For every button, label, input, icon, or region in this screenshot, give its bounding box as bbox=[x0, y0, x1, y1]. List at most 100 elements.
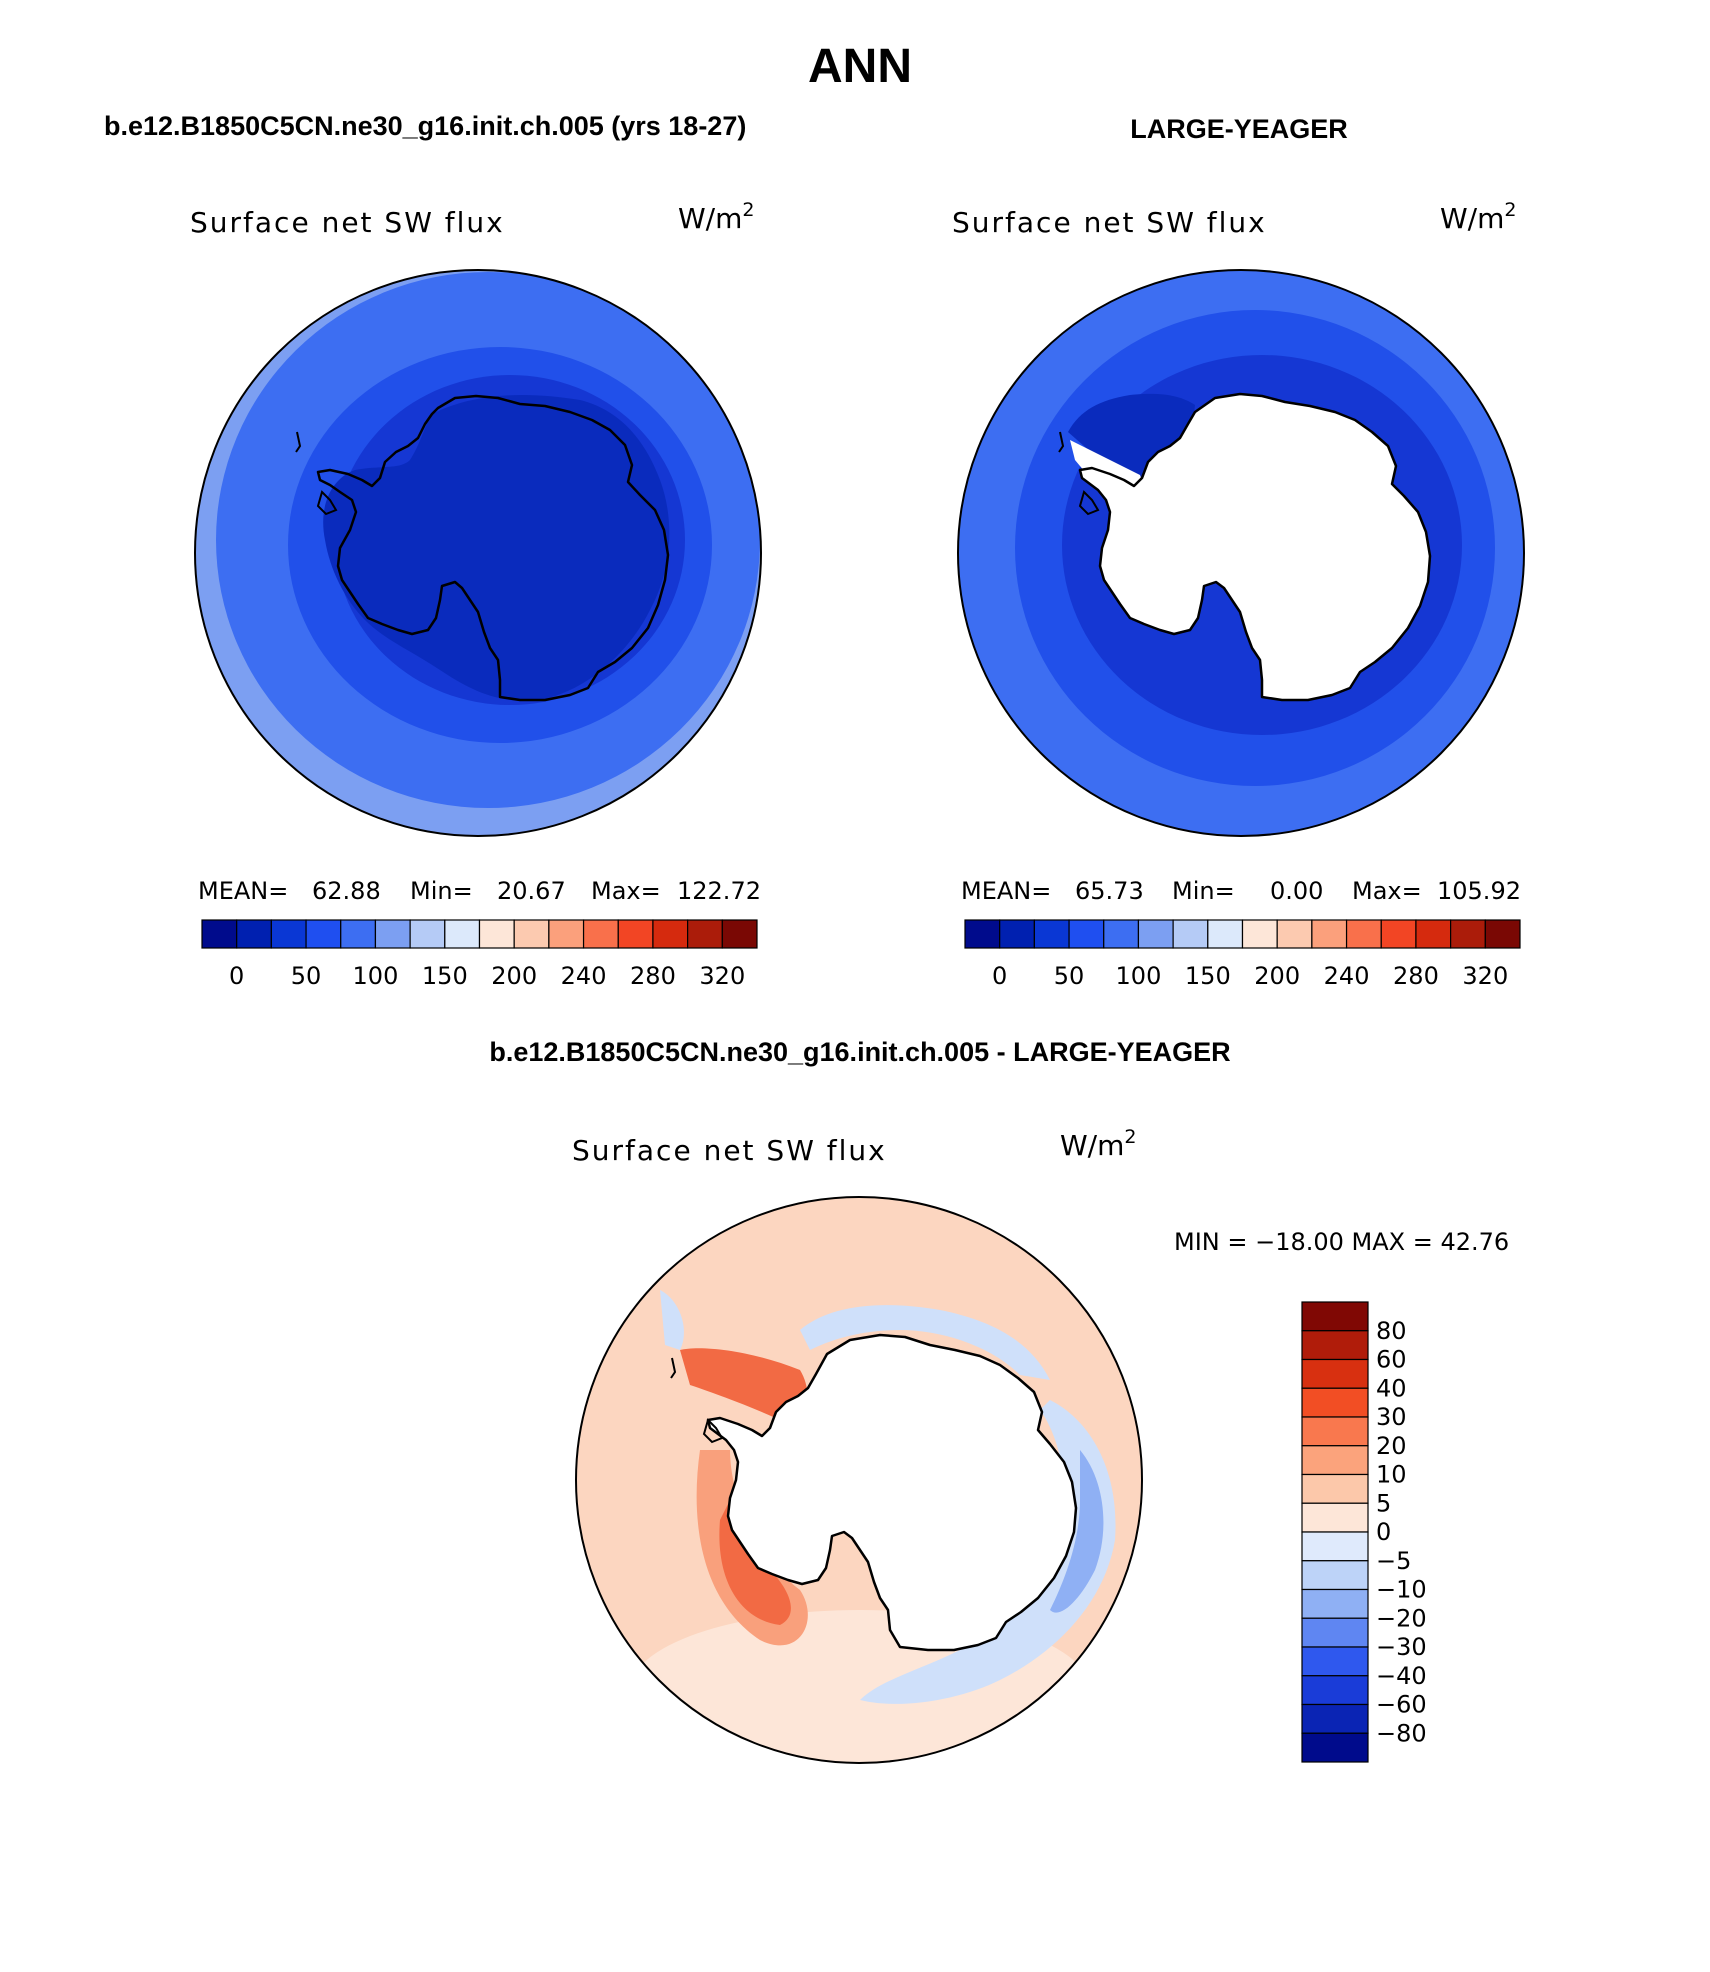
panel-top-left-variable: Surface net SW flux bbox=[190, 206, 505, 239]
colorbar-top-right-swatch bbox=[1450, 919, 1486, 949]
colorbar-top-right-swatch bbox=[1484, 919, 1521, 949]
colorbar-top-left-tick-label: 240 bbox=[561, 962, 607, 990]
colorbar-difference-swatch bbox=[1301, 1330, 1369, 1361]
panel-top-right-case-title: LARGE-YEAGER bbox=[1130, 114, 1348, 144]
coastline-top-left bbox=[316, 394, 670, 702]
colorbar-difference-tick-label: −40 bbox=[1376, 1662, 1427, 1690]
colorbar-top-right-tick-label: 0 bbox=[992, 962, 1007, 990]
colorbar-difference-tick-label: 10 bbox=[1376, 1461, 1407, 1489]
colorbar-top-right: 0 50 100 150 200 240 280 320 bbox=[964, 919, 1521, 990]
colorbar-top-right-swatch bbox=[1207, 919, 1244, 949]
colorbar-top-right-tick-label: 240 bbox=[1324, 962, 1370, 990]
colorbar-top-left-tick-label: 320 bbox=[699, 962, 745, 990]
colorbar-difference-tick-label: −30 bbox=[1376, 1633, 1427, 1661]
colorbar-difference-swatch bbox=[1301, 1675, 1369, 1706]
colorbar-top-left-tick-label: 280 bbox=[630, 962, 676, 990]
colorbar-difference-tick-label: 30 bbox=[1376, 1403, 1407, 1431]
colorbar-top-left-swatch bbox=[444, 919, 481, 949]
colorbar-difference-swatch bbox=[1301, 1588, 1369, 1619]
colorbar-top-right-tick-label: 150 bbox=[1185, 962, 1231, 990]
colorbar-top-right-swatch bbox=[1276, 919, 1313, 949]
panel-top-right: LARGE-YEAGER Surface net SW flux W/m2 ME… bbox=[952, 114, 1525, 990]
colorbar-top-right-swatch bbox=[1033, 919, 1070, 949]
colorbar-top-left-swatch bbox=[548, 919, 585, 949]
colorbar-top-right-swatch bbox=[999, 919, 1035, 949]
colorbar-top-right-swatch bbox=[1345, 919, 1382, 949]
map-border-top-right bbox=[957, 269, 1525, 837]
colorbar-top-right-swatch bbox=[1137, 919, 1174, 949]
panel-top-left: b.e12.B1850C5CN.ne30_g16.init.ch.005 (yr… bbox=[104, 111, 762, 990]
colorbar-difference-tick-label: −5 bbox=[1376, 1547, 1411, 1575]
panel-top-left-units: W/m2 bbox=[678, 199, 755, 235]
colorbar-difference-swatch bbox=[1301, 1703, 1369, 1734]
colorbar-difference-swatch bbox=[1301, 1387, 1369, 1418]
colorbar-top-left-tick-label: 0 bbox=[229, 962, 244, 990]
panel-top-right-units: W/m2 bbox=[1440, 199, 1517, 235]
colorbar-difference-swatch bbox=[1301, 1473, 1369, 1504]
panel-top-left-case-title: b.e12.B1850C5CN.ne30_g16.init.ch.005 (yr… bbox=[104, 111, 746, 141]
colorbar-top-right-swatch bbox=[1241, 919, 1278, 949]
colorbar-top-right-swatch bbox=[1380, 919, 1417, 949]
coastline-difference bbox=[706, 1333, 1078, 1652]
panel-top-right-variable: Surface net SW flux bbox=[952, 206, 1267, 239]
colorbar-difference-swatch bbox=[1301, 1617, 1369, 1648]
colorbar-difference-swatch bbox=[1301, 1445, 1369, 1476]
colorbar-top-right-swatch bbox=[1068, 919, 1105, 949]
map-border-top-left bbox=[194, 269, 762, 837]
panel-difference: b.e12.B1850C5CN.ne30_g16.init.ch.005 - L… bbox=[489, 1037, 1509, 1764]
colorbar-top-left-swatch bbox=[513, 919, 550, 949]
colorbar-top-left-tick-label: 200 bbox=[491, 962, 537, 990]
colorbar-difference-tick-label: −20 bbox=[1376, 1604, 1427, 1632]
colorbar-top-right-tick-label: 280 bbox=[1393, 962, 1439, 990]
colorbar-top-right-tick-label: 320 bbox=[1462, 962, 1508, 990]
colorbar-difference-tick-label: −60 bbox=[1376, 1691, 1427, 1719]
map-difference bbox=[576, 1197, 1142, 1763]
colorbar-top-left-tick-label: 50 bbox=[291, 962, 322, 990]
colorbar-difference-tick-label: 60 bbox=[1376, 1346, 1407, 1374]
colorbar-top-right-swatch bbox=[1415, 919, 1452, 949]
colorbar-difference-tick-label: 80 bbox=[1376, 1317, 1407, 1345]
panel-diff-case-title: b.e12.B1850C5CN.ne30_g16.init.ch.005 - L… bbox=[489, 1037, 1230, 1067]
colorbar-difference-swatch bbox=[1301, 1560, 1369, 1591]
map-top-right bbox=[958, 270, 1524, 836]
colorbar-top-right-swatch bbox=[1103, 919, 1140, 949]
coastline-top-right bbox=[1078, 392, 1432, 702]
stats-top-right: MEAN= 65.73 Min= 0.00 Max= 105.92 bbox=[961, 877, 1521, 905]
colorbar-top-right-tick-label: 50 bbox=[1054, 962, 1085, 990]
colorbar-difference-tick-label: 20 bbox=[1376, 1432, 1407, 1460]
colorbar-top-right-tick-label: 100 bbox=[1116, 962, 1162, 990]
map-top-left bbox=[195, 270, 761, 836]
colorbar-top-left-swatch bbox=[617, 919, 654, 949]
colorbar-top-left-swatch bbox=[582, 919, 619, 949]
colorbar-top-left-swatch bbox=[305, 919, 342, 949]
colorbar-top-left-swatch bbox=[409, 919, 446, 949]
colorbar-difference-swatch bbox=[1301, 1531, 1369, 1562]
colorbar-difference-swatch bbox=[1301, 1646, 1369, 1677]
colorbar-difference-tick-label: −80 bbox=[1376, 1719, 1427, 1747]
colorbar-difference-tick-label: 40 bbox=[1376, 1374, 1407, 1402]
colorbar-difference-tick-label: 5 bbox=[1376, 1489, 1391, 1517]
colorbar-top-left-swatch bbox=[236, 919, 272, 949]
colorbar-top-right-swatch bbox=[964, 919, 1001, 949]
colorbar-difference-swatch bbox=[1301, 1301, 1369, 1332]
colorbar-difference-swatch bbox=[1301, 1732, 1369, 1763]
stats-top-left: MEAN= 62.88 Min= 20.67 Max= 122.72 bbox=[198, 877, 761, 905]
colorbar-top-left-swatch bbox=[478, 919, 515, 949]
colorbar-top-left-tick-label: 100 bbox=[353, 962, 399, 990]
colorbar-top-left-swatch bbox=[687, 919, 723, 949]
colorbar-top-left-swatch bbox=[201, 919, 238, 949]
colorbar-top-left-swatch bbox=[270, 919, 307, 949]
colorbar-difference-swatch bbox=[1301, 1502, 1369, 1533]
panel-diff-variable: Surface net SW flux bbox=[572, 1134, 887, 1167]
colorbar-difference-tick-label: 0 bbox=[1376, 1518, 1391, 1546]
colorbar-top-left-swatch bbox=[374, 919, 411, 949]
figure-title: ANN bbox=[808, 40, 912, 93]
colorbar-top-left-swatch bbox=[652, 919, 689, 949]
colorbar-top-left: 0 50 100 150 200 240 280 320 bbox=[201, 919, 758, 990]
colorbar-difference-swatch bbox=[1301, 1416, 1369, 1447]
colorbar-top-right-swatch bbox=[1172, 919, 1209, 949]
colorbar-top-left-swatch bbox=[721, 919, 758, 949]
panel-diff-minmax: MIN = −18.00 MAX = 42.76 bbox=[1174, 1228, 1509, 1256]
